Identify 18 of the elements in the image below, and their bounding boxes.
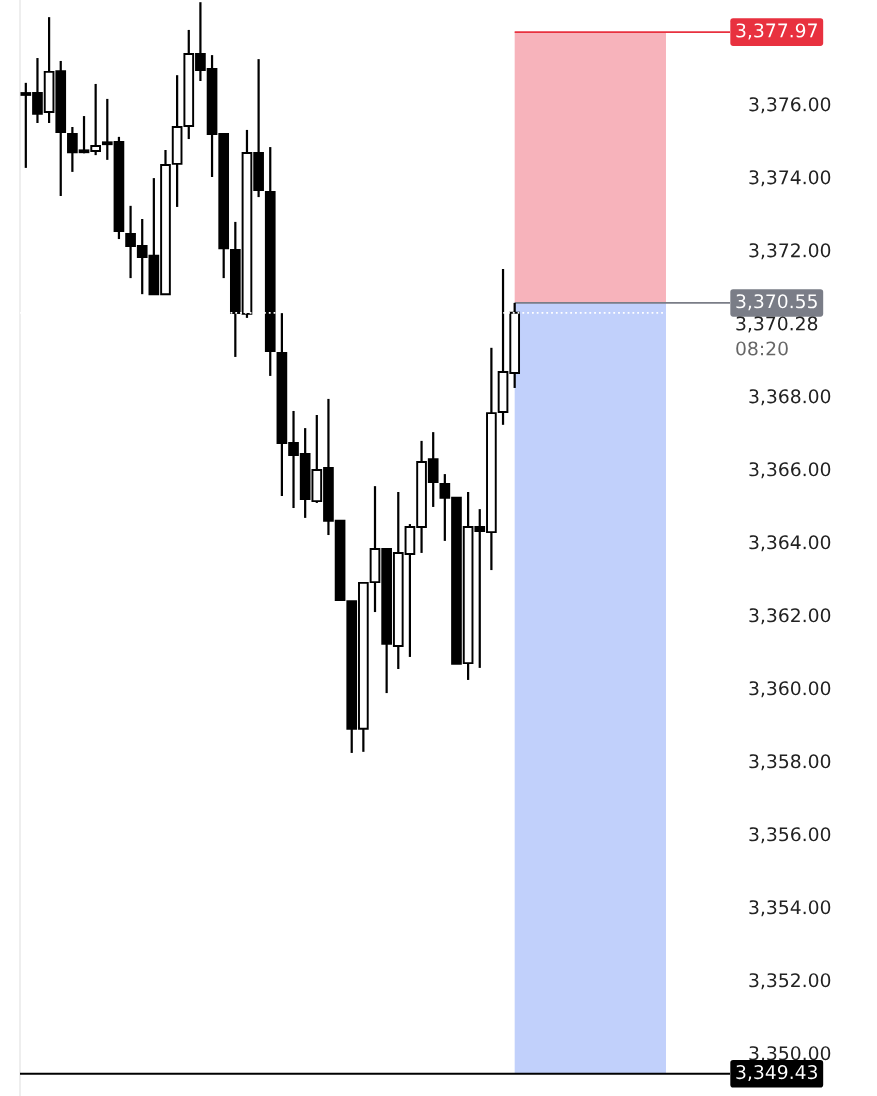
y-tick-label: 3,354.00	[749, 900, 831, 917]
y-tick-label: 3,372.00	[749, 243, 831, 260]
ref-line-label: 3,377.97	[736, 23, 817, 40]
y-tick-label: 3,366.00	[749, 462, 831, 479]
y-tick-label: 3,352.00	[749, 973, 831, 990]
y-tick-label: 3,376.00	[749, 97, 831, 114]
y-tick-label: 3,364.00	[749, 535, 831, 552]
ref-line-label: 3,349.43	[736, 1064, 817, 1082]
y-tick-label: 3,374.00	[749, 170, 831, 187]
y-tick-label: 3,358.00	[749, 754, 831, 771]
text: 08:20	[736, 341, 788, 356]
ref-line-label: 3,370.28	[736, 316, 818, 333]
y-tick-label: 3,350.00	[749, 1046, 831, 1063]
y-tick-label: 3,368.00	[749, 389, 831, 406]
ref-line-label: 3,370.55	[736, 294, 817, 311]
y-tick-label: 3,356.00	[749, 827, 831, 844]
y-tick-label: 3,362.00	[749, 608, 831, 625]
y-tick-label: 3,360.00	[749, 681, 831, 698]
